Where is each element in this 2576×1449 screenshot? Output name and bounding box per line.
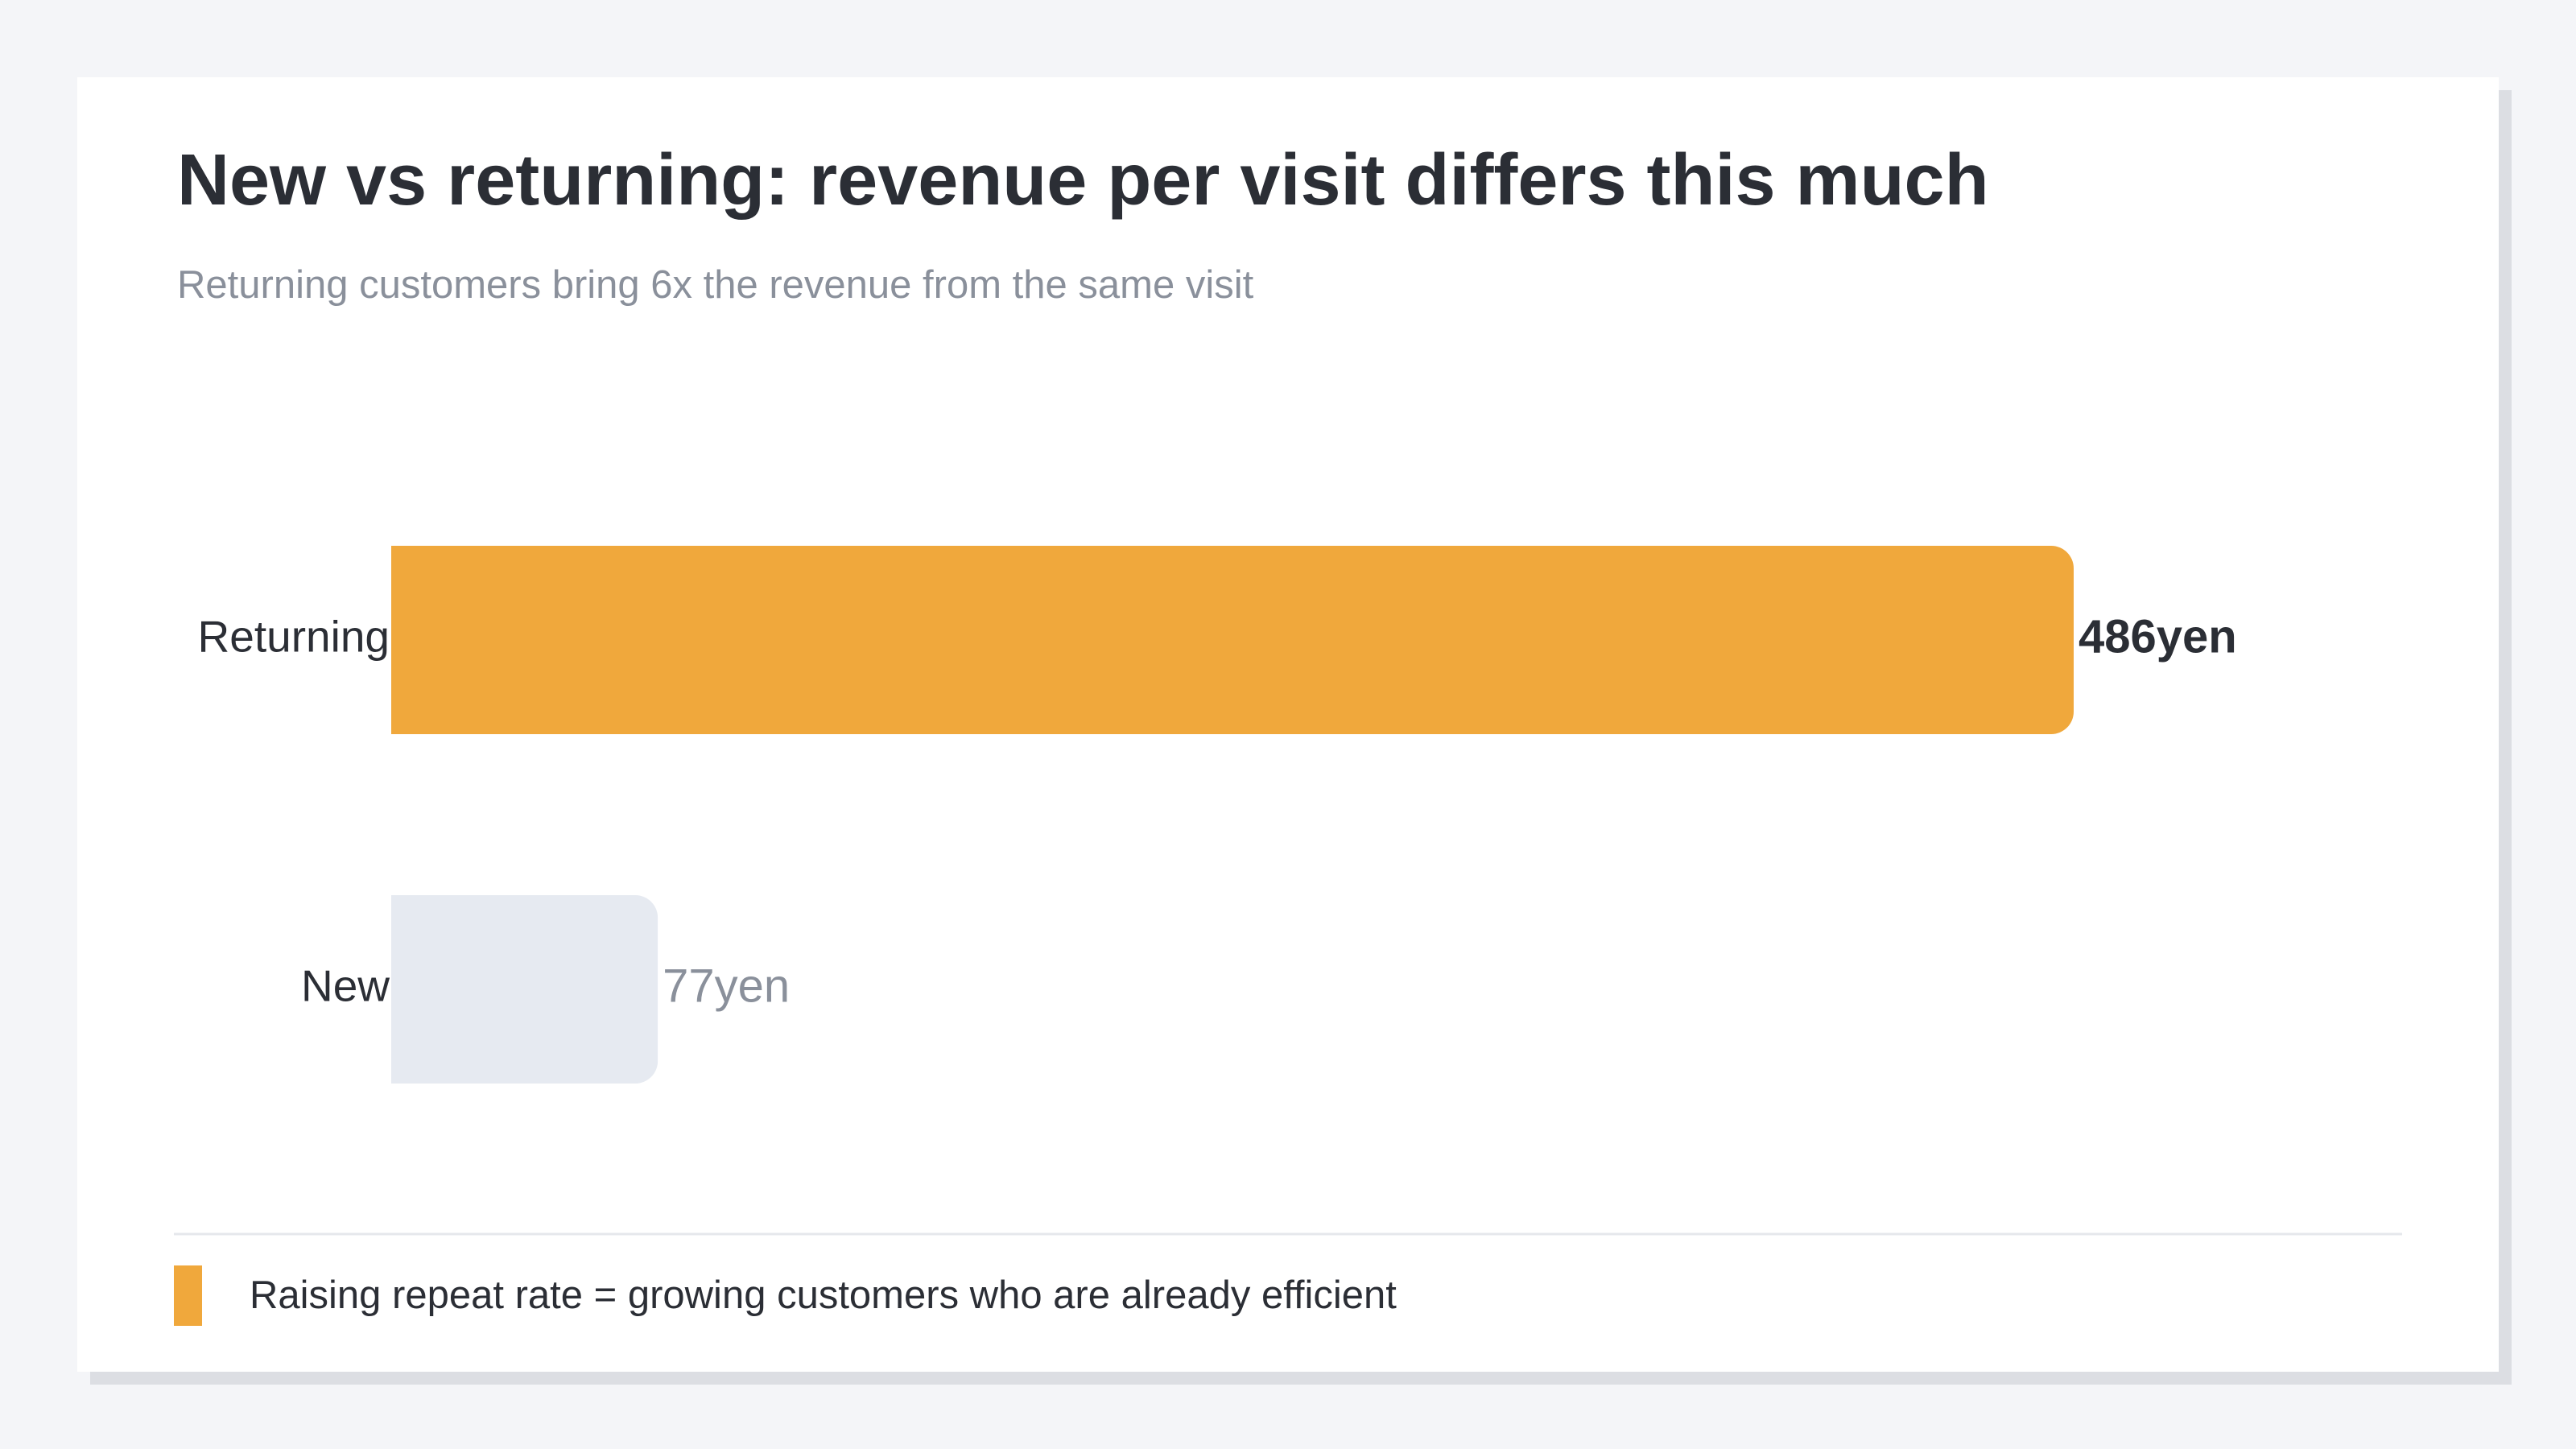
chart-subtitle: Returning customers bring 6x the revenue… [177,263,1254,307]
value-label: 77yen [663,960,790,1012]
value-label: 486yen [2079,610,2237,663]
note: Raising repeat rate = growing customers … [250,1274,1397,1317]
category-label: Returning [198,612,390,662]
note-marker [174,1265,202,1326]
bar [391,895,658,1084]
chart-title: New vs returning: revenue per visit diff… [177,140,1989,221]
bar [391,546,2074,734]
category-label: New [301,961,390,1011]
